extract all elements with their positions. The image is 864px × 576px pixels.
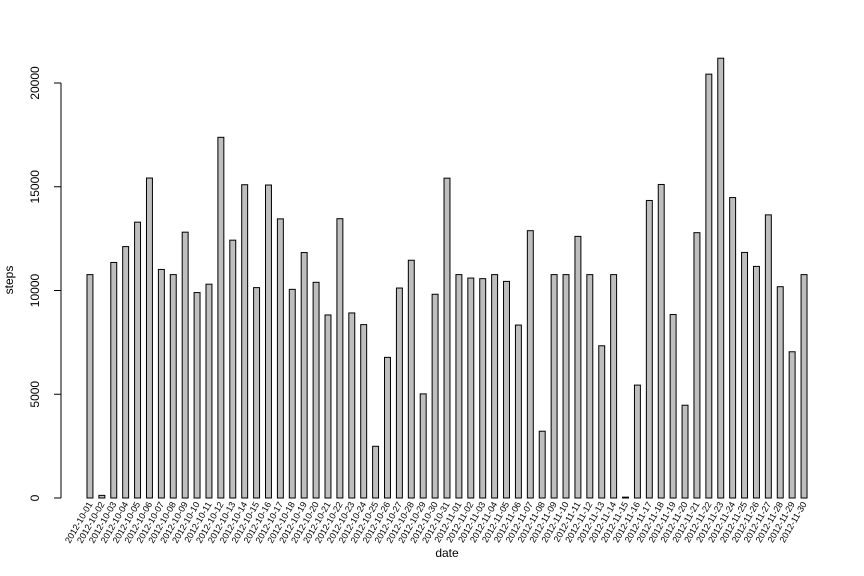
- bar-2012-11-09: [550, 274, 558, 499]
- bar-2012-10-18: [288, 288, 296, 499]
- bar-2012-11-07: [526, 230, 534, 499]
- bar-2012-10-22: [336, 218, 344, 499]
- bar-2012-11-27: [764, 214, 772, 499]
- bar-2012-10-09: [181, 231, 189, 499]
- bar-2012-10-17: [276, 218, 284, 499]
- bar-2012-11-05: [503, 280, 510, 499]
- bar-2012-10-13: [229, 239, 237, 499]
- y-tick-label: 5000: [28, 381, 42, 408]
- bar-2012-10-28: [407, 259, 415, 499]
- bar-2012-10-04: [122, 246, 130, 499]
- bar-2012-10-31: [443, 177, 451, 499]
- bar-2012-11-30: [800, 274, 808, 499]
- bar-2012-11-11: [574, 235, 582, 499]
- bar-2012-11-21: [693, 232, 701, 499]
- bar-2012-11-10: [562, 274, 570, 499]
- bar-2012-10-23: [348, 312, 356, 499]
- x-axis-title: date: [435, 546, 459, 560]
- bar-2012-10-07: [157, 268, 165, 499]
- bar-2012-11-24: [729, 197, 737, 499]
- bar-2012-11-03: [479, 278, 487, 499]
- y-tick-label: 0: [28, 494, 42, 501]
- bar-2012-11-23: [717, 57, 725, 499]
- bar-2012-11-29: [788, 351, 796, 499]
- bar-2012-10-10: [193, 292, 201, 499]
- bar-2012-11-20: [681, 404, 689, 499]
- bar-2012-11-26: [752, 265, 760, 499]
- bar-2012-11-08: [538, 430, 546, 499]
- bar-2012-10-12: [217, 136, 225, 499]
- bar-2012-11-28: [776, 286, 784, 499]
- bar-2012-10-27: [395, 287, 403, 499]
- bar-2012-10-08: [169, 274, 177, 499]
- bar-2012-11-18: [657, 183, 665, 499]
- bar-2012-10-01: [86, 274, 94, 499]
- y-axis-ticks: 0 5000 10000 15000 20000: [28, 66, 61, 501]
- bars-group: [86, 57, 808, 499]
- y-tick-label: 15000: [28, 170, 42, 204]
- bar-2012-10-14: [241, 184, 249, 499]
- bar-2012-10-19: [300, 252, 308, 499]
- bar-2012-10-15: [253, 287, 261, 499]
- x-axis-tick-labels: 2012-10-012012-10-022012-10-032012-10-04…: [63, 500, 809, 545]
- bar-2012-11-16: [633, 384, 641, 499]
- bar-2012-11-01: [455, 274, 463, 499]
- bar-2012-11-22: [705, 73, 713, 499]
- bar-2012-11-15: [622, 496, 629, 499]
- bar-2012-10-02: [98, 494, 106, 499]
- bar-2012-10-06: [145, 177, 153, 499]
- y-tick-label: 10000: [28, 273, 42, 307]
- bar-2012-10-26: [384, 356, 391, 499]
- y-tick-label: 20000: [28, 66, 42, 100]
- bar-2012-11-06: [514, 324, 522, 499]
- bar-2012-11-17: [645, 199, 653, 499]
- bar-2012-10-25: [372, 445, 380, 499]
- bar-2012-10-16: [265, 184, 272, 499]
- bar-2012-10-30: [431, 293, 439, 499]
- bar-2012-11-04: [491, 274, 499, 499]
- bar-2012-11-25: [741, 251, 749, 499]
- bar-2012-11-19: [669, 314, 677, 499]
- bar-2012-11-02: [467, 277, 475, 499]
- bar-2012-11-12: [586, 274, 594, 499]
- bar-2012-10-03: [110, 261, 118, 499]
- bar-2012-10-20: [312, 281, 320, 499]
- bar-2012-10-05: [134, 221, 142, 499]
- y-axis-title: steps: [2, 266, 16, 295]
- bar-2012-10-29: [419, 393, 427, 499]
- bar-2012-11-14: [610, 274, 618, 499]
- bar-2012-10-21: [324, 314, 332, 499]
- bar-2012-10-24: [360, 324, 368, 499]
- bar-2012-11-13: [598, 345, 606, 499]
- bar-2012-10-11: [205, 283, 213, 499]
